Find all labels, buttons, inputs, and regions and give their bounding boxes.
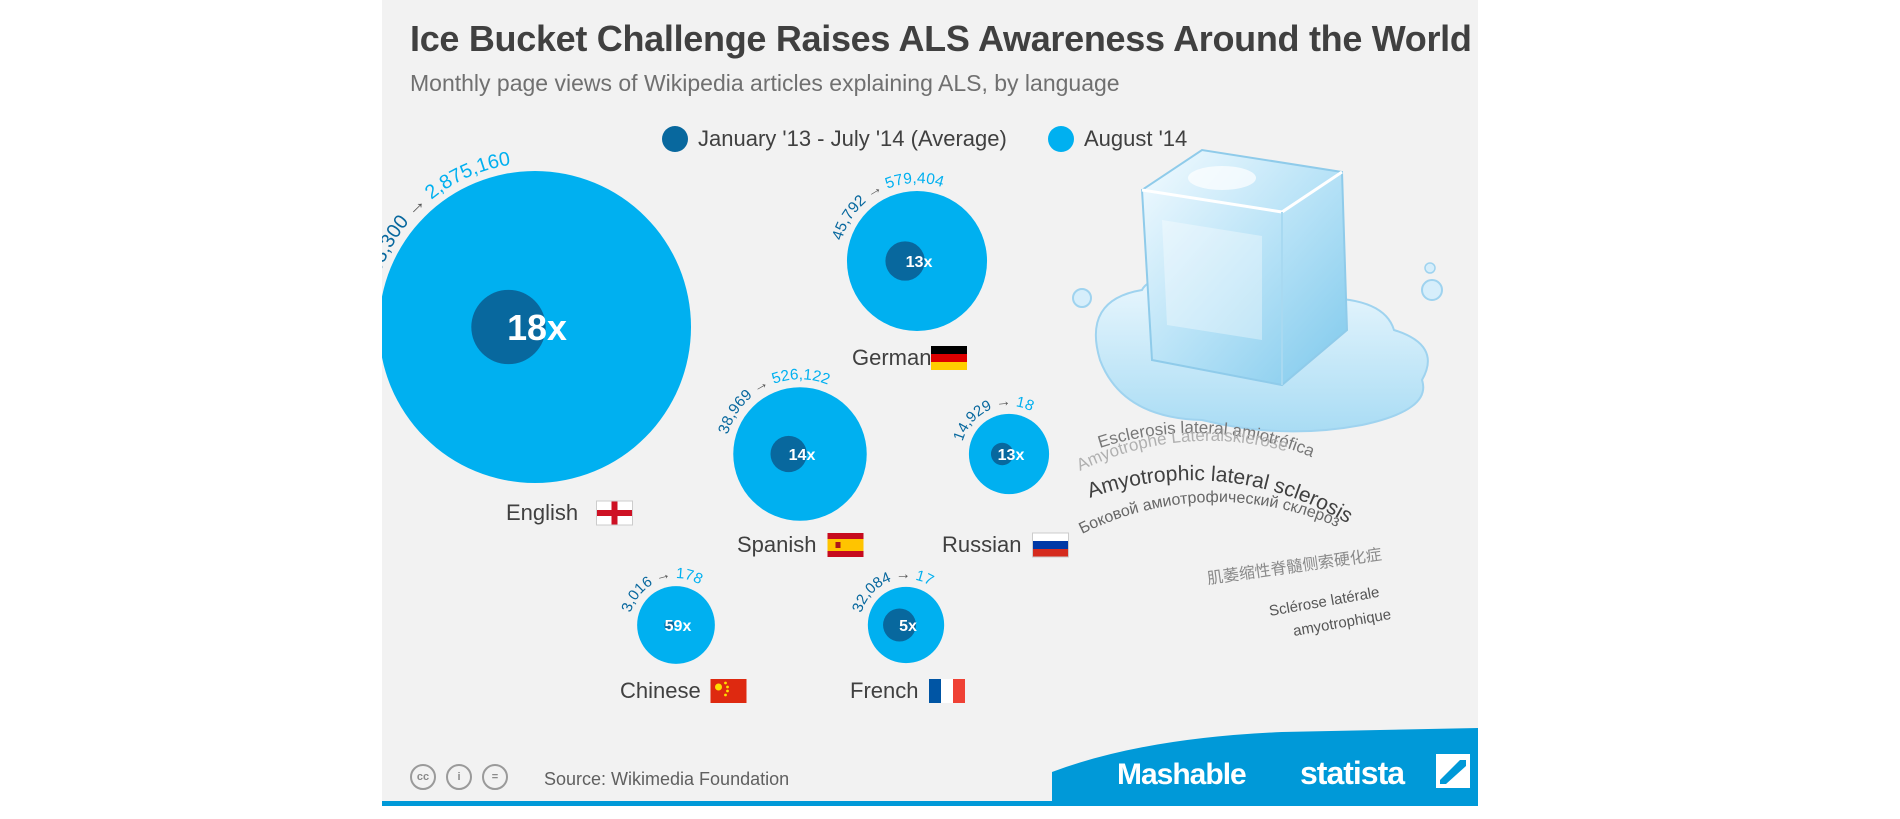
statista-logo-mark-icon [1436, 754, 1470, 788]
attribution-icon: i [446, 764, 472, 790]
source-note: Source: Wikimedia Foundation [544, 769, 790, 789]
language-label-russian: Russian [942, 532, 1021, 557]
multiplier-label-german: 13x [906, 253, 933, 271]
bubble-after-chinese [637, 586, 715, 664]
multiplier-label-chinese: 59x [665, 618, 692, 635]
bubble-before-german [885, 241, 925, 281]
chart-subtitle: Monthly page views of Wikipedia articles… [410, 70, 1120, 96]
multiplier-label-spanish: 14x [789, 447, 816, 464]
multiplier-label-english: 18x [507, 308, 567, 348]
language-label-spanish: Spanish [737, 532, 817, 557]
legend-label-after: August '14 [1084, 126, 1188, 151]
after-value-spanish: 526,122 [770, 366, 832, 388]
french-flag-icon [929, 679, 965, 703]
bubble-before-chinese [664, 619, 675, 631]
language-label-chinese: Chinese [620, 678, 701, 703]
cc-icon: cc [410, 764, 436, 790]
ice-cube-icon [1072, 148, 1443, 433]
als-name-chinese: 肌萎缩性脊髓侧索硬化症 [1206, 546, 1383, 588]
bubble-before-spanish [770, 435, 807, 473]
bubble-before-english [471, 289, 546, 365]
arrow-french: → [888, 566, 917, 585]
legend-label-before: January '13 - July '14 (Average) [698, 126, 1007, 151]
legend-item-before: January '13 - July '14 (Average) [662, 124, 1007, 154]
legend-swatch-before [662, 126, 688, 152]
bubble-before-russian [990, 442, 1014, 466]
mashable-logo: Mashable [1117, 758, 1247, 791]
after-value-german: 579,404 [883, 170, 946, 193]
als-name-list: Esclerosis lateral amiotrófica Amyotroph… [1074, 418, 1393, 640]
footer-band [1052, 728, 1478, 806]
bottom-accent-line [382, 801, 1478, 806]
bubble-chart: Esclerosis lateral amiotrófica Amyotroph… [382, 0, 1443, 703]
multiplier-label-russian: 13x [998, 447, 1025, 464]
legend-swatch-after [1048, 126, 1074, 152]
legend-item-after: August '14 [1048, 124, 1187, 154]
language-label-french: French [850, 678, 918, 703]
infographic-card: Ice Bucket Challenge Raises ALS Awarenes… [382, 0, 1478, 806]
english-flag-icon [596, 500, 633, 526]
arrow-chinese: → [647, 565, 675, 587]
chinese-flag-icon [710, 679, 747, 703]
language-label-english: English [506, 500, 578, 525]
ice-cube-illustration: Esclerosis lateral amiotrófica Amyotroph… [1072, 148, 1443, 640]
german-flag-icon [931, 346, 967, 370]
no-derivatives-icon: = [482, 764, 508, 790]
russian-flag-icon [1032, 532, 1069, 558]
multiplier-label-french: 5x [899, 618, 917, 635]
bubble-before-french [883, 608, 916, 642]
language-label-german: German [852, 345, 931, 370]
chart-title: Ice Bucket Challenge Raises ALS Awarenes… [410, 18, 1472, 59]
arrow-russian: → [988, 392, 1016, 412]
statista-logo: statista [1300, 755, 1405, 791]
spanish-flag-icon [827, 533, 864, 557]
